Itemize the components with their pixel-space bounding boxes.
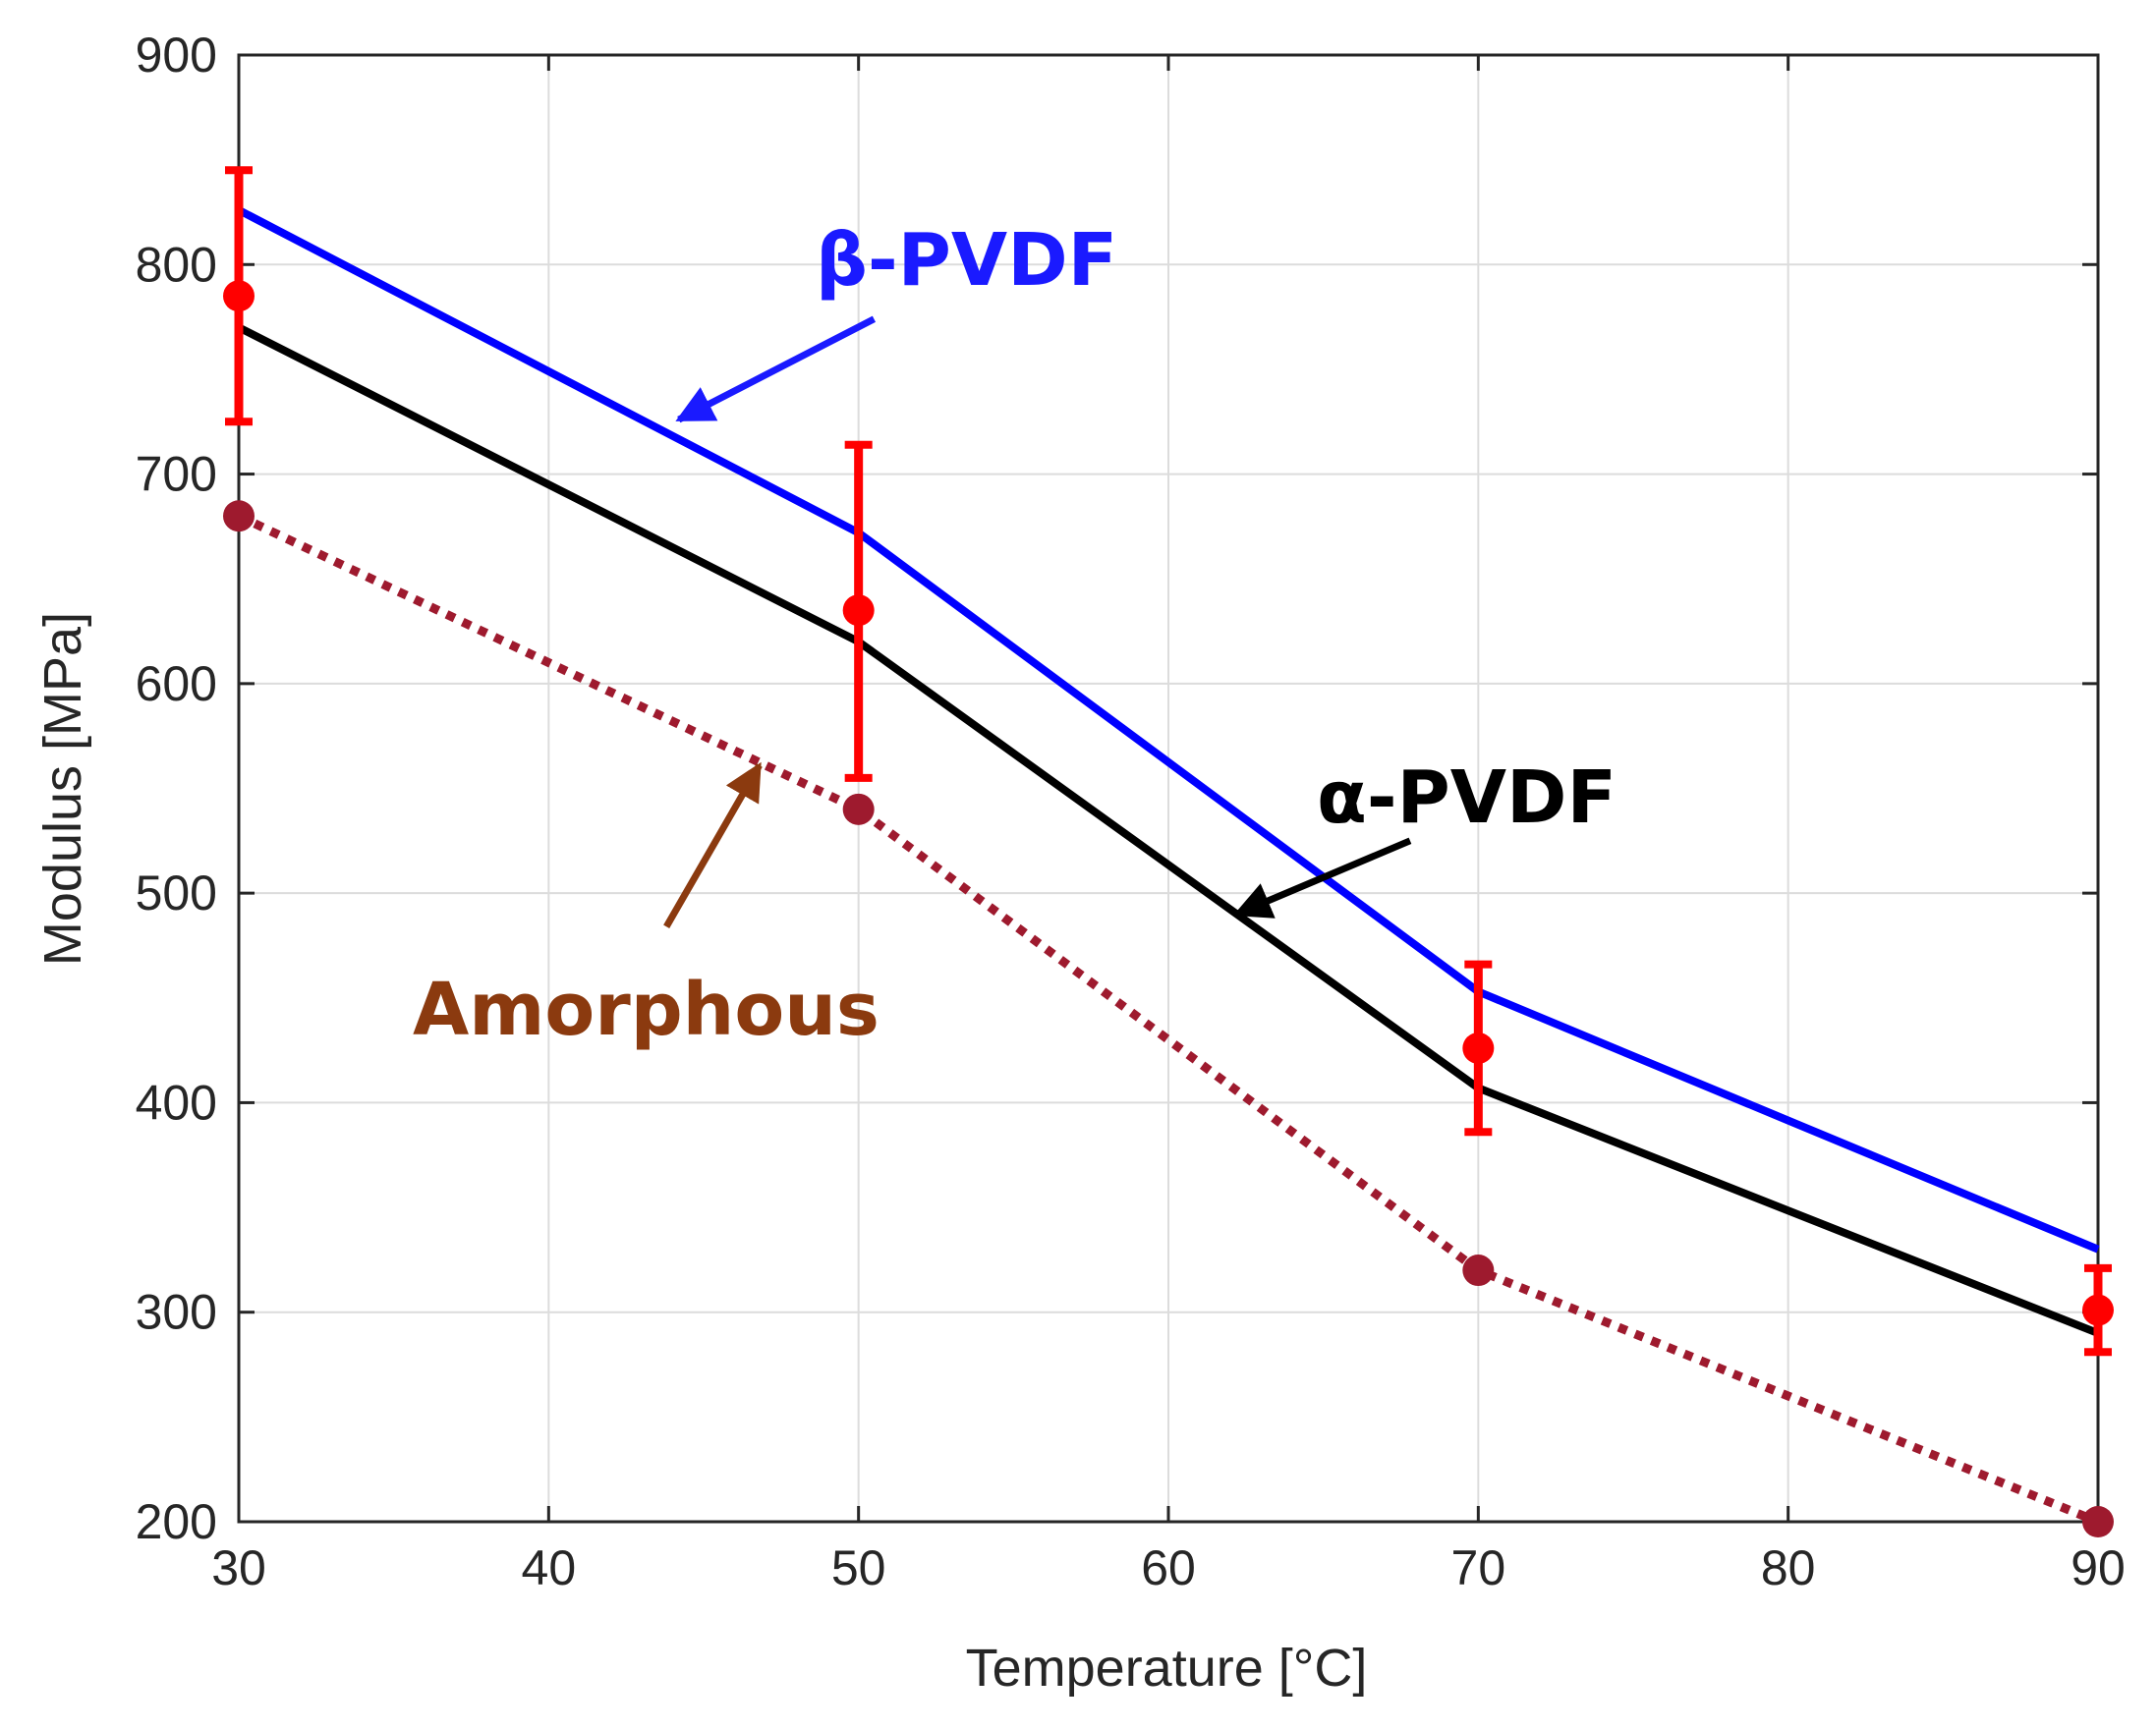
grid-layer <box>238 54 2099 1523</box>
errorbar-point-90 <box>2082 1294 2114 1326</box>
series-layer <box>223 166 2114 1537</box>
annotation-label-pvdf: β-PVDF <box>816 218 1117 303</box>
y-tick-label-700: 700 <box>136 447 217 502</box>
x-axis-title: Temperature [°C] <box>966 1639 1368 1698</box>
amorphous-point-50 <box>842 793 875 825</box>
y-tick-label-600: 600 <box>136 656 217 711</box>
amorphous-point-30 <box>223 500 255 532</box>
amorphous-line <box>237 512 2100 1527</box>
x-tick-label-70: 70 <box>1451 1540 1506 1595</box>
x-tick-label-30: 30 <box>211 1540 266 1595</box>
y-axis-title: Modulus [MPa] <box>33 612 92 966</box>
annotation-label-pvdf: α-PVDF <box>1317 755 1617 840</box>
x-tick-label-80: 80 <box>1761 1540 1816 1595</box>
errorbar-point-70 <box>1462 1032 1495 1064</box>
errorbar-point-50 <box>842 594 875 627</box>
amorphous-point-90 <box>2082 1506 2114 1537</box>
x-tick-label-50: 50 <box>831 1540 886 1595</box>
x-tick-label-90: 90 <box>2071 1540 2126 1595</box>
pvdf-line <box>237 323 2100 1337</box>
x-tick-label-40: 40 <box>522 1540 577 1595</box>
annotation-arrow-pvdf <box>1232 837 1412 919</box>
x-tick-label-60: 60 <box>1141 1540 1196 1595</box>
annotation-arrow-amorphous <box>663 761 763 929</box>
annotation-layer: β-PVDF α-PVDF Amorphous <box>413 218 1617 1052</box>
annotation-label-amorphous: Amorphous <box>413 968 879 1052</box>
amorphous-point-70 <box>1462 1255 1495 1287</box>
y-tick-label-300: 300 <box>136 1285 217 1340</box>
axis-ticks: 30 40 50 60 70 80 90 200 300 400 500 600 700 800 900 <box>136 28 2126 1595</box>
annotation-arrow-pvdf <box>675 315 877 423</box>
y-tick-label-800: 800 <box>136 237 217 292</box>
errorbar-point-30 <box>223 280 255 312</box>
y-tick-label-200: 200 <box>136 1494 217 1549</box>
y-tick-label-400: 400 <box>136 1075 217 1130</box>
y-tick-label-500: 500 <box>136 865 217 921</box>
pvdf-line <box>237 206 2100 1254</box>
y-tick-label-900: 900 <box>136 28 217 83</box>
